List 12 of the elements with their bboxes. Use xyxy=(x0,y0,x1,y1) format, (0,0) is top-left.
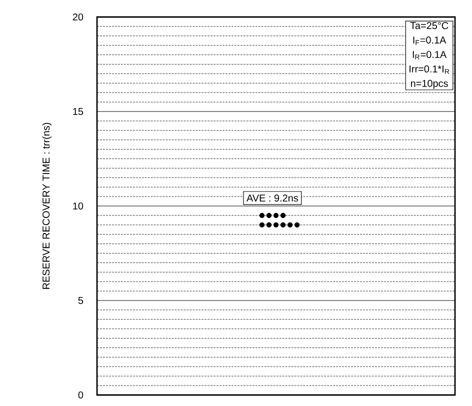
annotation: Irr=0.1*I$_{R}$ xyxy=(410,65,450,74)
annotation: I$_{R}$=0.1A xyxy=(412,50,447,60)
y-axis-title: RESERVE RECOVERY TIME : trr(ns) xyxy=(42,122,52,289)
annotation: AVE : 9.2ns xyxy=(246,194,298,202)
y-tick-label: 15 xyxy=(73,108,84,115)
annotation: Ta=25°C xyxy=(410,22,448,30)
annotation: I$_{F}$=0.1A xyxy=(413,36,446,45)
annotation: n=10pcs xyxy=(410,80,448,89)
y-tick-label: 20 xyxy=(72,13,84,21)
y-tick-label: 0 xyxy=(78,391,84,399)
y-tick-label: 5 xyxy=(78,297,84,304)
y-tick-label: 10 xyxy=(73,202,84,210)
